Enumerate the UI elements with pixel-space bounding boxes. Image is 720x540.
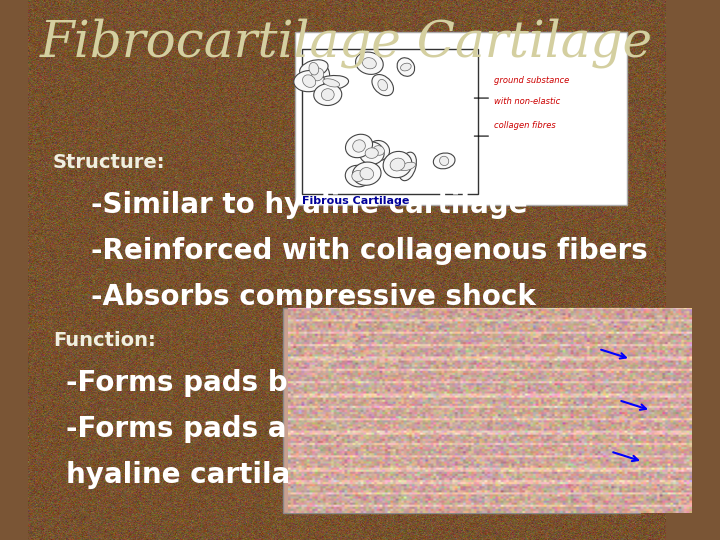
Ellipse shape: [360, 167, 374, 180]
Text: collagen fibres: collagen fibres: [495, 121, 557, 130]
Ellipse shape: [323, 79, 340, 87]
Text: Structure:: Structure:: [53, 152, 166, 172]
Ellipse shape: [400, 63, 411, 71]
Ellipse shape: [353, 140, 365, 152]
Ellipse shape: [312, 68, 324, 81]
FancyBboxPatch shape: [295, 32, 627, 205]
Ellipse shape: [433, 153, 455, 169]
Ellipse shape: [309, 63, 319, 75]
Bar: [302, 49, 478, 194]
Text: with non-elastic: with non-elastic: [495, 97, 561, 106]
Ellipse shape: [383, 151, 412, 178]
Ellipse shape: [440, 156, 449, 166]
Ellipse shape: [365, 148, 378, 158]
Ellipse shape: [397, 58, 415, 76]
Ellipse shape: [400, 162, 415, 171]
Text: Fibrocartilage Cartilage: Fibrocartilage Cartilage: [40, 18, 653, 68]
Ellipse shape: [368, 140, 390, 160]
Ellipse shape: [346, 134, 372, 158]
Text: Fibrous Cartilage: Fibrous Cartilage: [302, 196, 409, 206]
Ellipse shape: [314, 84, 342, 105]
Ellipse shape: [378, 79, 387, 91]
Ellipse shape: [300, 60, 328, 78]
Ellipse shape: [302, 75, 315, 87]
Ellipse shape: [398, 152, 416, 181]
Text: -Reinforced with collagenous fibers: -Reinforced with collagenous fibers: [91, 237, 648, 265]
Ellipse shape: [346, 165, 371, 187]
Ellipse shape: [306, 62, 330, 87]
Ellipse shape: [352, 171, 364, 181]
Ellipse shape: [353, 162, 381, 185]
Text: -Forms pads between vertebrae: -Forms pads between vertebrae: [66, 369, 567, 397]
Text: ground substance: ground substance: [495, 76, 570, 85]
Ellipse shape: [321, 89, 334, 100]
Ellipse shape: [314, 76, 348, 90]
Text: -Forms pads associated with: -Forms pads associated with: [66, 415, 513, 443]
Ellipse shape: [359, 142, 384, 164]
Ellipse shape: [294, 71, 325, 92]
Ellipse shape: [372, 75, 393, 96]
Text: -Absorbs compressive shock: -Absorbs compressive shock: [91, 283, 536, 311]
Text: -Similar to hyaline cartilage: -Similar to hyaline cartilage: [91, 191, 528, 219]
Ellipse shape: [362, 58, 377, 69]
Ellipse shape: [373, 146, 384, 156]
Ellipse shape: [390, 158, 405, 171]
Ellipse shape: [356, 52, 383, 75]
Text: hyaline cartilage in knee joints: hyaline cartilage in knee joints: [66, 461, 551, 489]
FancyBboxPatch shape: [283, 308, 640, 513]
Text: Function:: Function:: [53, 330, 156, 350]
